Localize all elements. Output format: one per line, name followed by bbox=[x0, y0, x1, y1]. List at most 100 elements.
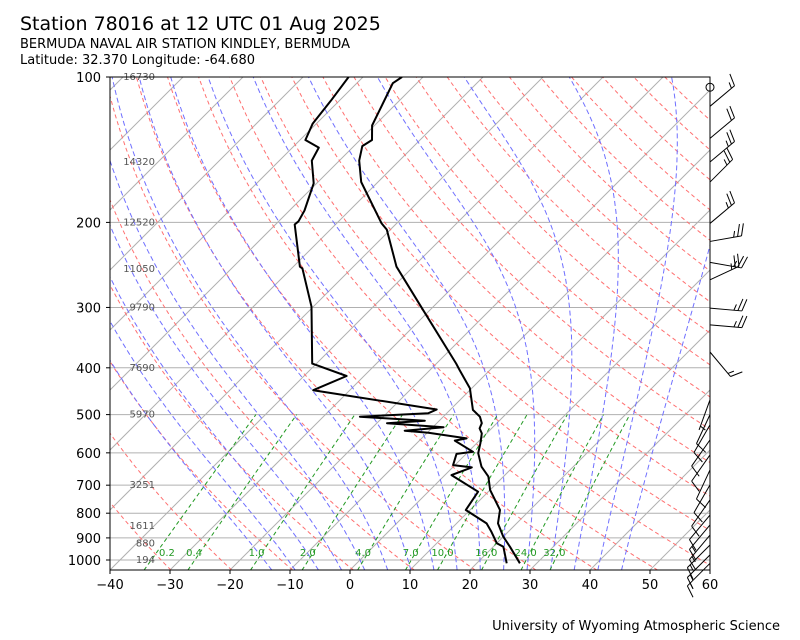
wind-barb-full bbox=[689, 549, 697, 561]
dry-adiabat-line bbox=[477, 77, 710, 303]
dry-adiabat-line bbox=[110, 198, 415, 570]
wind-barb-staff bbox=[709, 265, 740, 281]
dry-adiabat-line bbox=[110, 432, 233, 570]
y-tick-label: 800 bbox=[76, 507, 101, 522]
height-label: 12520 bbox=[123, 217, 155, 228]
dry-adiabat-line bbox=[229, 77, 710, 566]
mixing-ratio-line bbox=[436, 414, 528, 570]
y-tick-label: 100 bbox=[76, 71, 101, 86]
dry-adiabat-line bbox=[110, 283, 354, 570]
wind-barb-full bbox=[733, 255, 736, 269]
isotherm-line bbox=[0, 77, 63, 570]
moist-adiabat-line bbox=[376, 77, 536, 570]
mixing-ratio-line bbox=[301, 414, 403, 570]
wind-barb-half bbox=[725, 140, 729, 147]
dry-adiabat-line bbox=[384, 77, 710, 398]
wind-barb-half bbox=[733, 304, 737, 311]
dry-adiabat-line bbox=[633, 77, 710, 151]
wind-barb-half bbox=[689, 564, 694, 571]
wind-barb-full bbox=[686, 585, 694, 598]
x-tick-label: −10 bbox=[276, 578, 303, 593]
wind-barb-staff bbox=[691, 499, 711, 527]
x-tick-label: 60 bbox=[702, 578, 719, 593]
wind-barb-staff bbox=[709, 117, 735, 139]
dry-adiabat-line bbox=[135, 77, 537, 570]
sounding-profiles bbox=[293, 77, 521, 564]
station-location: Latitude: 32.370 Longitude: -64.680 bbox=[20, 53, 255, 68]
isotherm-line bbox=[110, 77, 304, 271]
wind-barb-full bbox=[741, 223, 744, 236]
moist-adiabat-line bbox=[207, 77, 458, 570]
dry-adiabat-line bbox=[110, 360, 294, 570]
isotherm-line bbox=[110, 77, 604, 570]
moist-adiabat-line bbox=[621, 243, 710, 570]
wind-barb-staff bbox=[687, 562, 711, 587]
wind-barb-staff bbox=[691, 439, 711, 467]
y-tick-label: 500 bbox=[76, 409, 101, 424]
wind-barb-full bbox=[691, 525, 700, 537]
moist-adiabat-line bbox=[110, 320, 296, 570]
moist-adiabat-line bbox=[568, 77, 619, 570]
y-tick-label: 600 bbox=[76, 447, 101, 462]
wind-barb-staff bbox=[689, 524, 711, 550]
chart-title: Station 78016 at 12 UTC 01 Aug 2025 bbox=[20, 13, 381, 35]
wind-barb-full bbox=[741, 315, 748, 328]
wind-barb-half bbox=[725, 201, 729, 209]
mixing-ratio-label: 24.0 bbox=[515, 548, 537, 559]
background-lines bbox=[0, 77, 710, 570]
mixing-ratio-line bbox=[549, 414, 631, 570]
wind-barb-staff bbox=[709, 324, 742, 329]
wind-barb-full bbox=[741, 299, 748, 312]
wind-barb-staff bbox=[709, 202, 735, 224]
y-tick-label: 200 bbox=[76, 216, 101, 231]
station-name: BERMUDA NAVAL AIR STATION KINDLEY, BERMU… bbox=[20, 37, 350, 52]
x-tick-label: −20 bbox=[216, 578, 243, 593]
moist-adiabat-line bbox=[463, 77, 573, 570]
wind-barb-half bbox=[700, 425, 706, 431]
wind-barb-half bbox=[728, 82, 732, 89]
height-label: 880 bbox=[136, 539, 155, 550]
dry-adiabat-line bbox=[602, 77, 710, 181]
dry-adiabat-line bbox=[110, 501, 172, 570]
wind-barb-staff bbox=[687, 544, 711, 568]
isotherm-line bbox=[289, 149, 710, 570]
dry-adiabat-line bbox=[198, 77, 659, 570]
dry-adiabat-line bbox=[260, 77, 710, 531]
wind-barb-full bbox=[737, 298, 744, 311]
wind-barb-half bbox=[691, 546, 696, 553]
isotherm-line bbox=[649, 509, 710, 570]
wind-barb-staff bbox=[691, 454, 711, 482]
moist-adiabat-line bbox=[138, 77, 412, 570]
x-tick-label: 30 bbox=[522, 578, 539, 593]
moist-adiabat-line bbox=[111, 77, 389, 570]
wind-barb-staff bbox=[709, 235, 742, 242]
moist-adiabat-line bbox=[110, 159, 366, 570]
wind-barb-full bbox=[729, 105, 735, 119]
wind-barb-staff bbox=[687, 554, 711, 578]
wind-barb-full bbox=[730, 371, 743, 377]
wind-barb-half bbox=[691, 556, 696, 563]
wind-barb-full bbox=[726, 193, 732, 206]
height-label: 11050 bbox=[123, 264, 155, 275]
x-tick-label: 40 bbox=[582, 578, 599, 593]
mixing-ratio-label: 1.0 bbox=[249, 548, 265, 559]
isotherm-line bbox=[110, 77, 244, 211]
x-tick-label: −40 bbox=[96, 578, 123, 593]
x-tick-label: 20 bbox=[462, 578, 479, 593]
isotherm-line bbox=[110, 77, 544, 511]
mixing-ratio-line bbox=[143, 414, 257, 570]
mixing-ratio-line bbox=[480, 414, 568, 570]
wind-barb-half bbox=[689, 574, 694, 581]
mixing-ratio-label: 16.0 bbox=[475, 548, 497, 559]
mixing-ratio-line bbox=[520, 414, 604, 570]
wind-barb-half bbox=[733, 320, 737, 328]
wind-barb-staff bbox=[709, 85, 735, 107]
wind-barb-full bbox=[696, 498, 707, 509]
isotherm-line bbox=[349, 209, 710, 570]
y-tick-label: 400 bbox=[76, 362, 101, 377]
height-label: 1611 bbox=[130, 521, 155, 532]
moist-adiabat-line bbox=[110, 275, 320, 570]
wind-barb-full bbox=[689, 559, 697, 571]
wind-barb-staff bbox=[709, 261, 742, 269]
